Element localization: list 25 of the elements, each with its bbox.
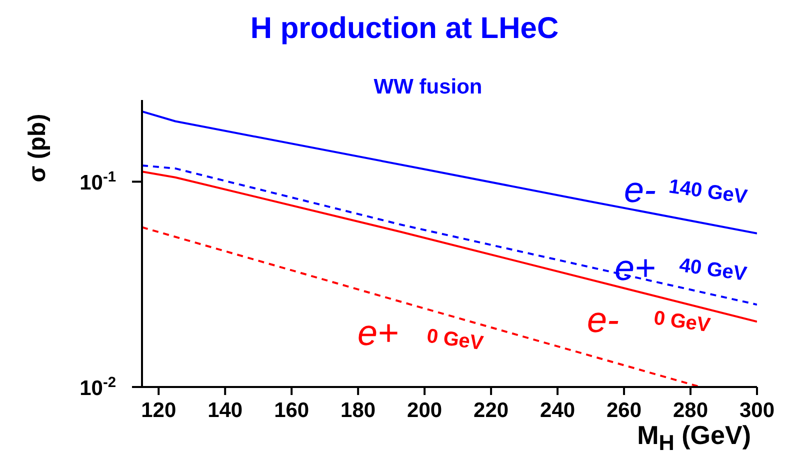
annotation: e+ — [612, 247, 658, 288]
x-tick-label: 200 — [407, 399, 442, 422]
annotation: e- — [584, 299, 622, 340]
annotation: 0 GeV — [652, 307, 712, 337]
y-tick-label: 10$^{-1}$ — [80, 170, 116, 195]
annotation: 40 GeV — [678, 254, 748, 286]
x-tick-label: 160 — [274, 399, 310, 422]
annotation: 140 GeV — [667, 176, 749, 208]
x-tick-label: 220 — [474, 399, 509, 422]
annotation: e- — [622, 169, 658, 210]
y-axis-title: σ (pb) — [24, 114, 52, 182]
annotation: e+ — [355, 312, 401, 353]
text: WW fusion — [374, 76, 482, 98]
y-tick-label: 10$^{-2}$ — [80, 375, 116, 400]
x-tick-label: 180 — [340, 399, 376, 422]
x-axis-title: M$_{H}$ (GeV) — [637, 420, 751, 456]
x-tick-label: 260 — [606, 399, 642, 422]
x-tick-label: 140 — [208, 399, 243, 422]
x-tick-label: 120 — [141, 399, 176, 422]
chart-title: H production at LHeC — [249, 12, 560, 46]
x-tick-label: 300 — [739, 399, 775, 422]
annotation: 0 GeV — [425, 325, 485, 355]
x-tick-label: 240 — [540, 399, 576, 422]
line-series — [142, 110, 757, 234]
x-tick-label: 280 — [672, 399, 708, 422]
